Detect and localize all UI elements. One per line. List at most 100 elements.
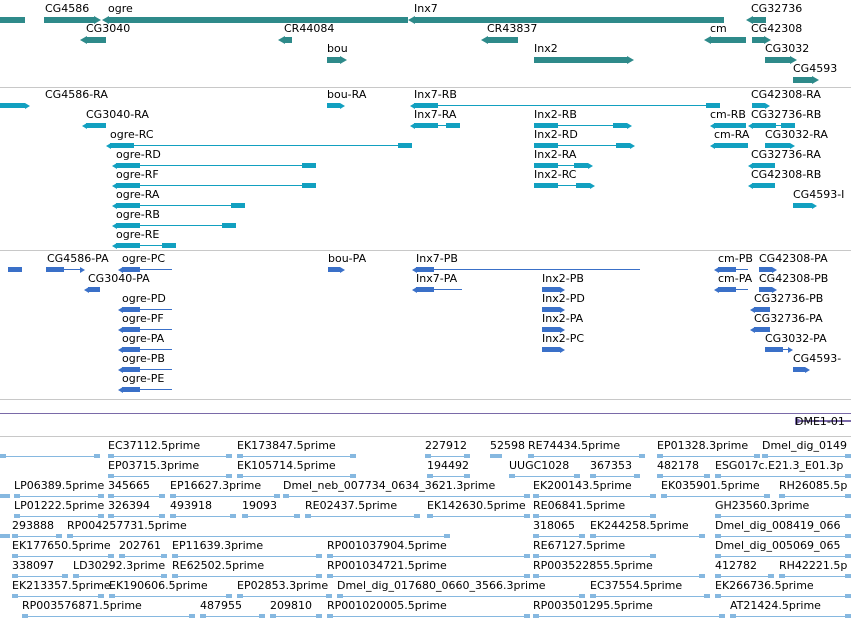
est-end-block[interactable] (590, 534, 596, 538)
est-label[interactable]: UUGC1028 (509, 459, 570, 472)
transcript-exon[interactable] (752, 123, 776, 128)
est-end-block[interactable] (715, 574, 721, 578)
est-end-block[interactable] (490, 454, 496, 458)
protein-segment[interactable] (542, 307, 560, 312)
est-end-block[interactable] (845, 514, 851, 518)
transcript-label[interactable]: Inx2-RD (534, 128, 578, 141)
protein-segment[interactable] (122, 387, 140, 392)
est-end-block[interactable] (230, 514, 236, 518)
est-end-block[interactable] (170, 514, 176, 518)
gene-bar[interactable] (487, 37, 518, 43)
est-label[interactable]: EP11639.3prime (172, 539, 264, 552)
protein-segment[interactable] (122, 267, 140, 272)
est-end-block[interactable] (509, 474, 515, 478)
transcript-exon[interactable] (761, 163, 775, 168)
est-label[interactable]: Dmel_dig_008419_066 (715, 519, 841, 532)
protein-label[interactable]: ogre-PA (122, 332, 165, 345)
est-label[interactable]: ESG017c.E21.3_E01.3p (715, 459, 844, 472)
est-label[interactable]: EK244258.5prime (590, 519, 689, 532)
est-label[interactable]: 19093 (242, 499, 277, 512)
transcript-exon[interactable] (714, 143, 738, 148)
est-end-block[interactable] (189, 614, 195, 618)
est-label[interactable]: RE06841.5prime (533, 499, 626, 512)
transcript-label[interactable]: CG3040-RA (86, 108, 149, 121)
gene-bar[interactable] (752, 17, 766, 23)
est-end-block[interactable] (200, 614, 206, 618)
est-end-block[interactable] (590, 474, 596, 478)
transcript-label[interactable]: CG32736-RB (751, 108, 822, 121)
est-label[interactable]: RE62502.5prime (172, 559, 265, 572)
est-end-block[interactable] (845, 494, 851, 498)
transcript-exon[interactable] (414, 103, 438, 108)
est-label[interactable]: 52598 (490, 439, 525, 452)
gene-label[interactable]: CG4586 (45, 2, 90, 15)
est-label[interactable]: 493918 (170, 499, 212, 512)
est-end-block[interactable] (14, 494, 20, 498)
est-label[interactable]: EK173847.5prime (237, 439, 336, 452)
est-end-block[interactable] (56, 534, 62, 538)
est-end-block[interactable] (715, 594, 721, 598)
est-end-block[interactable] (528, 454, 534, 458)
est-end-block[interactable] (14, 514, 20, 518)
transcript-exon[interactable] (734, 143, 748, 148)
est-label[interactable]: Dmel_neb_007734_0634_3621.3prime (283, 479, 496, 492)
est-end-block[interactable] (650, 514, 656, 518)
protein-label[interactable]: cm-PA (718, 272, 753, 285)
protein-segment[interactable] (122, 347, 140, 352)
transcript-label[interactable]: CG4586-RA (45, 88, 108, 101)
protein-segment[interactable] (759, 267, 772, 272)
est-label[interactable]: 412782 (715, 559, 757, 572)
est-label[interactable]: RH26085.5p (779, 479, 848, 492)
est-end-block[interactable] (316, 614, 322, 618)
est-label[interactable]: GH23560.3prime (715, 499, 810, 512)
est-end-block[interactable] (657, 454, 663, 458)
protein-label[interactable]: CG32736-PB (754, 292, 824, 305)
transcript-exon[interactable] (761, 183, 775, 188)
est-label[interactable]: Dmel_dig_005069_065 (715, 539, 841, 552)
transcript-exon[interactable] (613, 123, 627, 128)
transcript-label[interactable]: ogre-RF (116, 168, 159, 181)
est-label[interactable]: RH42221.5p (779, 559, 848, 572)
est-end-block[interactable] (119, 554, 125, 558)
transcript-exon[interactable] (92, 123, 106, 128)
est-label[interactable]: EP03715.3prime (108, 459, 200, 472)
protein-label[interactable]: ogre-PD (122, 292, 166, 305)
est-end-block[interactable] (73, 574, 79, 578)
est-end-block[interactable] (327, 614, 333, 618)
protein-label[interactable]: ogre-PF (122, 312, 164, 325)
est-label[interactable]: Dmel_dig_0149 (762, 439, 848, 452)
est-end-block[interactable] (62, 574, 68, 578)
est-end-block[interactable] (12, 594, 18, 598)
est-end-block[interactable] (414, 514, 420, 518)
est-end-block[interactable] (524, 494, 530, 498)
transcript-exon[interactable] (714, 123, 738, 128)
est-label[interactable]: 318065 (533, 519, 575, 532)
est-end-block[interactable] (704, 474, 710, 478)
transcript-exon[interactable] (116, 183, 140, 188)
protein-segment[interactable] (754, 307, 770, 312)
transcript-label[interactable]: cm-RB (710, 108, 746, 121)
est-label[interactable]: 487955 (200, 599, 242, 612)
est-label[interactable]: RP003576871.5prime (22, 599, 142, 612)
est-end-block[interactable] (108, 494, 114, 498)
est-label[interactable]: 209810 (270, 599, 312, 612)
est-label[interactable]: RP001034721.5prime (327, 559, 447, 572)
est-end-block[interactable] (650, 554, 656, 558)
est-end-block[interactable] (425, 454, 431, 458)
transcript-exon[interactable] (616, 143, 630, 148)
protein-segment[interactable] (122, 367, 140, 372)
est-label[interactable]: EP16627.3prime (170, 479, 262, 492)
est-label[interactable]: RP001037904.5prime (327, 539, 447, 552)
gene-bar-offscreen[interactable] (0, 17, 25, 23)
transcript-label[interactable]: ogre-RA (116, 188, 160, 201)
est-end-block[interactable] (779, 574, 785, 578)
protein-segment[interactable] (88, 287, 100, 292)
est-end-block[interactable] (496, 454, 502, 458)
protein-label[interactable]: cm-PB (718, 252, 753, 265)
transcript-label[interactable]: Inx2-RA (534, 148, 577, 161)
est-end-block[interactable] (574, 474, 580, 478)
protein-segment[interactable] (542, 327, 560, 332)
est-end-block[interactable] (762, 454, 768, 458)
transcript-exon[interactable] (752, 103, 765, 108)
transcript-exon[interactable] (446, 123, 460, 128)
